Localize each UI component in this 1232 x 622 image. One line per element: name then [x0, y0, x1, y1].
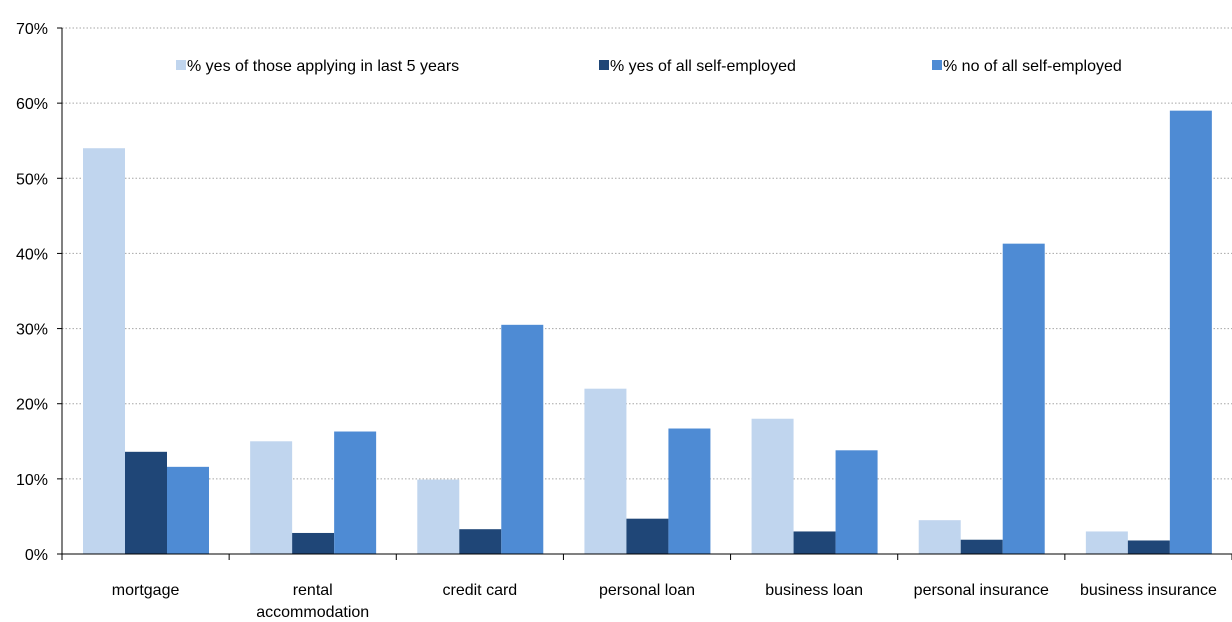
bar — [501, 324, 544, 554]
x-category-label: mortgage — [112, 582, 180, 599]
bar — [167, 466, 209, 554]
y-tick-label: 60% — [16, 96, 48, 113]
bar — [1127, 540, 1170, 554]
y-tick-label: 50% — [16, 171, 48, 188]
bar — [1085, 531, 1128, 554]
legend-swatch — [932, 60, 942, 70]
bar — [835, 450, 878, 554]
x-category-label: personal loan — [599, 582, 695, 599]
y-tick-labels: 0% 10% 20% 30% 40% 50% 60% 70% — [16, 21, 48, 564]
bar — [292, 532, 335, 554]
legend-label: % yes of those applying in last 5 years — [187, 58, 459, 75]
legend: % yes of those applying in last 5 years%… — [176, 58, 1122, 75]
x-category-label: business loan — [765, 582, 863, 599]
bar — [751, 418, 794, 554]
y-tick-label: 0% — [25, 547, 48, 564]
legend-label: % no of all self-employed — [943, 58, 1122, 75]
legend-label: % yes of all self-employed — [610, 58, 796, 75]
bar — [1002, 243, 1045, 554]
axes — [57, 27, 1232, 560]
legend-swatch — [599, 60, 609, 70]
bar — [417, 479, 460, 554]
bar — [1169, 110, 1212, 555]
bar — [250, 441, 293, 554]
legend-swatch — [176, 60, 186, 70]
x-category-label: rental accommodation — [256, 582, 369, 621]
y-tick-label: 40% — [16, 246, 48, 263]
x-category-label: credit card — [443, 582, 518, 599]
bar — [459, 529, 502, 554]
bar — [125, 451, 167, 554]
y-tick-label: 10% — [16, 472, 48, 489]
y-tick-label: 30% — [16, 322, 48, 339]
y-tick-label: 70% — [16, 21, 48, 38]
x-category-label: personal insurance — [914, 582, 1049, 599]
bar — [626, 518, 669, 554]
bar — [918, 520, 961, 554]
gridlines — [62, 27, 1232, 480]
y-tick-label: 20% — [16, 397, 48, 414]
bar — [334, 431, 377, 554]
bar — [668, 428, 711, 554]
bar — [584, 388, 627, 554]
category-labels: mortgage rental accommodation credit card pe… — [112, 582, 1217, 621]
bar — [83, 148, 125, 554]
bar — [793, 531, 836, 554]
bars — [83, 110, 1212, 555]
x-category-label: business insurance — [1080, 582, 1217, 599]
bar — [960, 539, 1003, 554]
